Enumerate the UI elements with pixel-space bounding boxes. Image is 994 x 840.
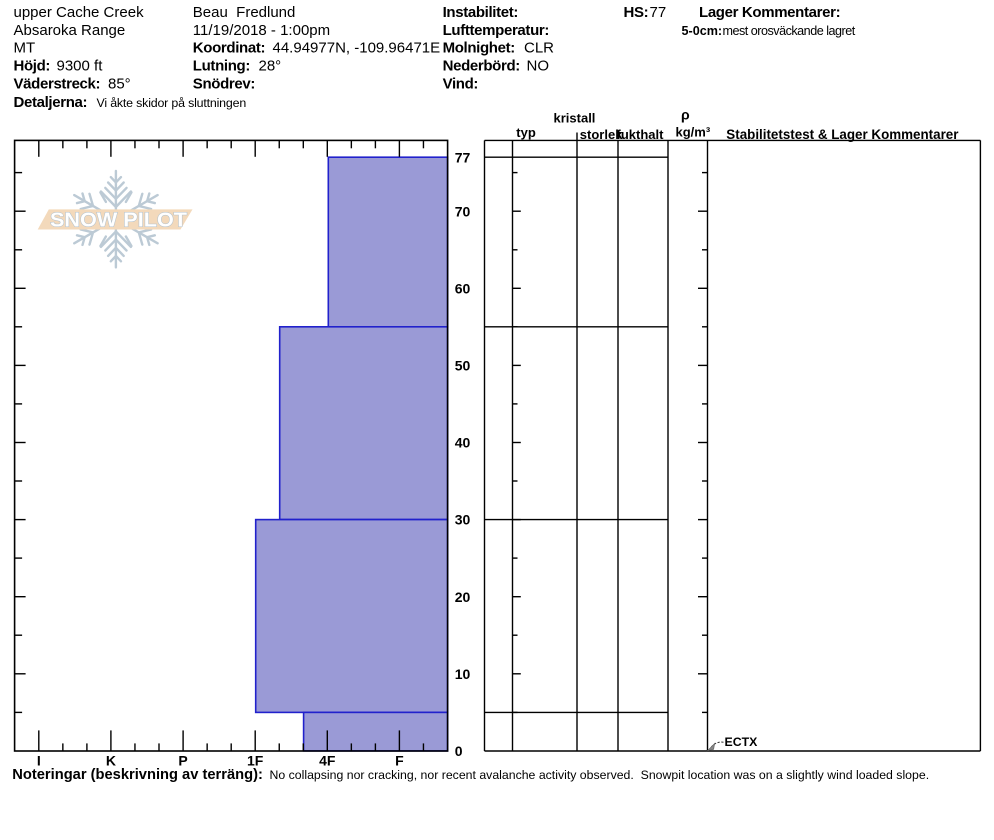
svg-text:Absaroka Range: Absaroka Range (14, 22, 126, 39)
svg-text:Lutning:: Lutning: (193, 58, 250, 75)
svg-text:50: 50 (455, 358, 471, 374)
svg-text:storlek: storlek (580, 127, 623, 142)
svg-text:77: 77 (455, 149, 471, 165)
svg-text:Vi åkte skidor på sluttningen: Vi åkte skidor på sluttningen (97, 96, 247, 110)
svg-text:NO: NO (527, 58, 550, 75)
svg-text:11/19/2018 - 1:00pm: 11/19/2018 - 1:00pm (193, 22, 330, 39)
svg-text:30: 30 (455, 512, 471, 528)
svg-text:Vind:: Vind: (443, 76, 478, 93)
svg-text:fukthalt: fukthalt (617, 127, 665, 142)
svg-text:28°: 28° (259, 58, 282, 75)
svg-text:ECTX: ECTX (725, 735, 759, 749)
svg-text:4F: 4F (319, 752, 336, 768)
svg-text:85°: 85° (108, 76, 131, 93)
svg-text:SNOW PILOT: SNOW PILOT (50, 210, 187, 232)
svg-text:F: F (395, 752, 404, 768)
svg-text:Koordinat:: Koordinat: (193, 39, 265, 56)
svg-text:MT: MT (14, 39, 36, 56)
svg-text:77: 77 (650, 4, 667, 21)
svg-text:P: P (178, 752, 187, 768)
svg-text:Instabilitet:: Instabilitet: (443, 4, 518, 21)
svg-text:Molnighet:: Molnighet: (443, 39, 515, 56)
svg-text:K: K (106, 752, 116, 768)
svg-text:Väderstreck:: Väderstreck: (14, 76, 101, 93)
svg-text:typ: typ (516, 125, 536, 140)
svg-text:60: 60 (455, 280, 471, 296)
svg-text:Lufttemperatur:: Lufttemperatur: (443, 22, 549, 39)
svg-text:Noteringar (beskrivning av ter: Noteringar (beskrivning av terräng): (12, 767, 263, 783)
svg-text:Lager Kommentarer:: Lager Kommentarer: (699, 4, 840, 21)
svg-text:9300 ft: 9300 ft (57, 58, 104, 75)
svg-text:Detaljerna:: Detaljerna: (14, 94, 88, 111)
svg-text:HS:: HS: (624, 4, 649, 21)
svg-text:ρ: ρ (681, 107, 690, 123)
svg-text:kristall: kristall (554, 110, 596, 125)
svg-text:Nederbörd:: Nederbörd: (443, 58, 520, 75)
svg-text:10: 10 (455, 666, 471, 682)
svg-text:20: 20 (455, 589, 471, 605)
svg-text:mest orosväckande lagret: mest orosväckande lagret (723, 24, 856, 38)
svg-text:40: 40 (455, 435, 471, 451)
svg-text:5-0cm:: 5-0cm: (682, 24, 723, 38)
svg-text:No collapsing nor cracking, no: No collapsing nor cracking, nor recent a… (270, 768, 930, 782)
svg-text:CLR: CLR (524, 39, 554, 56)
svg-text:I: I (37, 752, 41, 768)
svg-text:Beau Fredlund: Beau Fredlund (193, 4, 296, 21)
svg-text:Höjd:: Höjd: (14, 58, 51, 75)
svg-text:70: 70 (455, 203, 471, 219)
svg-text:44.94977N, -109.96471E: 44.94977N, -109.96471E (273, 39, 441, 56)
svg-text:0: 0 (455, 743, 463, 759)
svg-text:Stabilitetstest & Lager Kommen: Stabilitetstest & Lager Kommentarer (726, 127, 959, 142)
svg-text:upper Cache Creek: upper Cache Creek (14, 4, 145, 21)
svg-text:Snödrev:: Snödrev: (193, 76, 255, 93)
svg-text:1F: 1F (247, 752, 264, 768)
svg-text:kg/m³: kg/m³ (676, 125, 711, 140)
